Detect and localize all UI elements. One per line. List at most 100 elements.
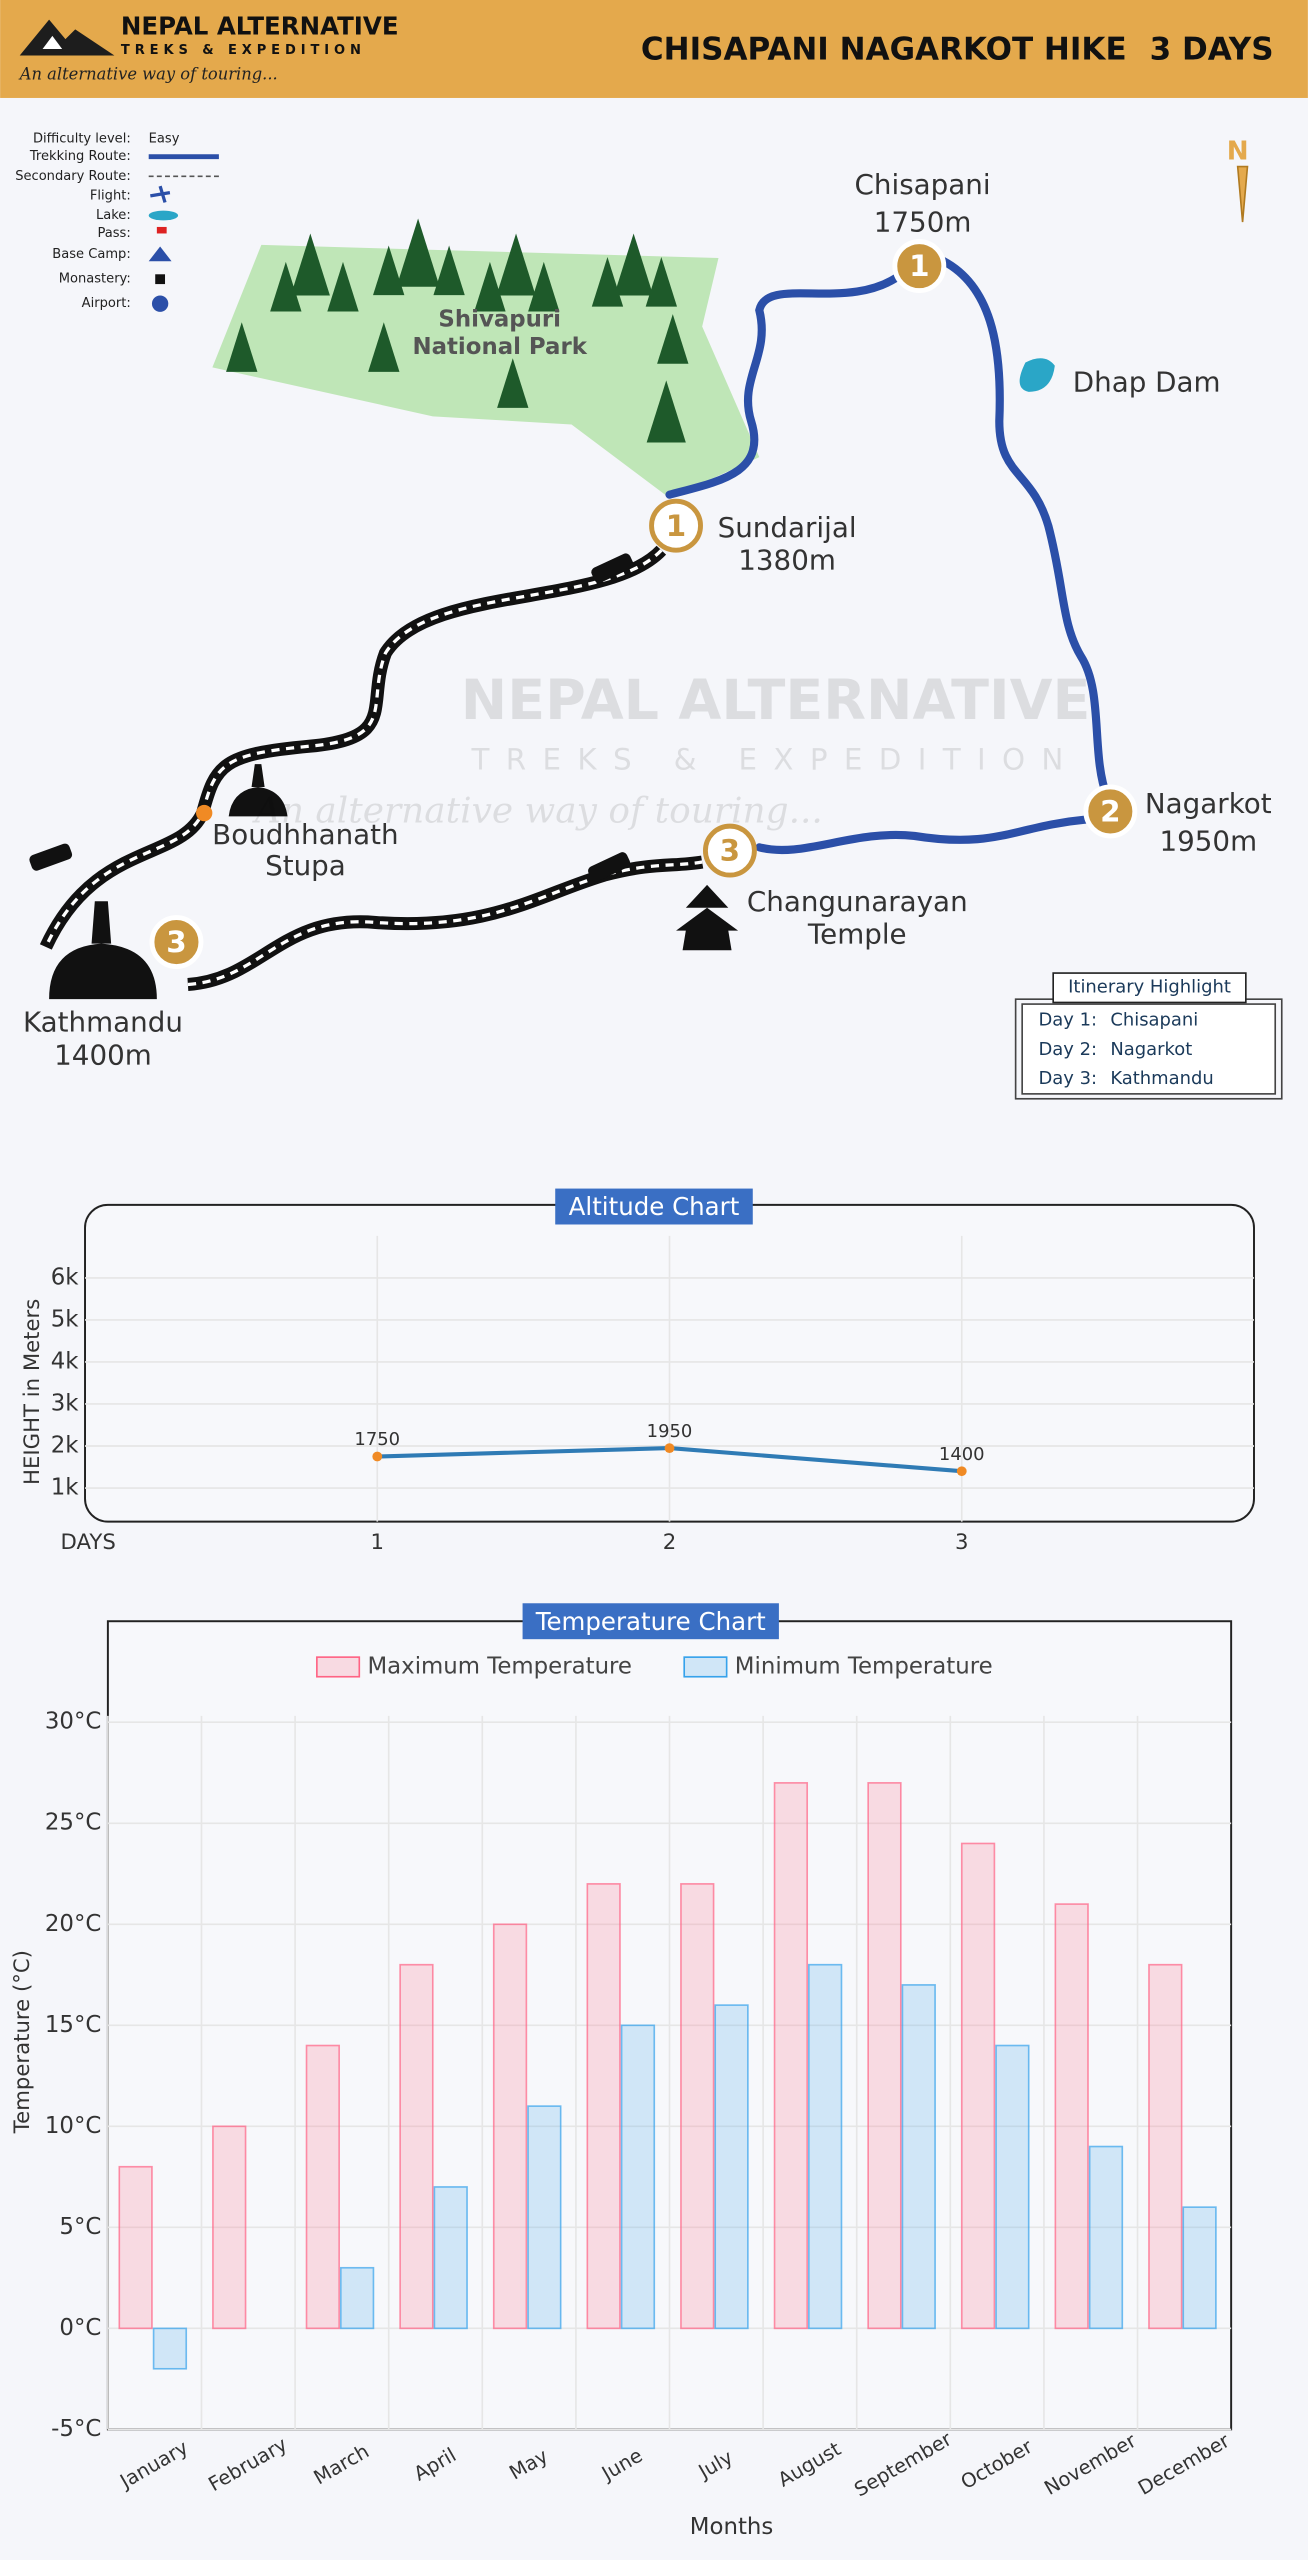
watermark-sub: TREKS & EXPEDITION — [471, 742, 1080, 776]
place-label: 1950m — [1159, 824, 1257, 857]
temperature-bar — [118, 2165, 153, 2330]
brand-name: NEPAL ALTERNATIVE — [121, 12, 399, 41]
place-label: 1750m — [874, 206, 972, 239]
tree — [591, 256, 624, 307]
trekking-route — [665, 257, 1112, 855]
y-tick-label: 5k — [51, 1306, 80, 1332]
temperature-bar — [1148, 1963, 1183, 2330]
y-tick-label: 0°C — [59, 2315, 101, 2341]
y-tick-label: -5°C — [51, 2416, 101, 2442]
place-label: Boudhhanath — [212, 818, 398, 851]
legend-monastery — [155, 274, 166, 285]
legend-label: Pass: — [97, 226, 130, 241]
legend-swatch — [683, 1656, 728, 1678]
vehicles — [29, 553, 634, 882]
tree — [497, 358, 529, 408]
itinerary-title-box — [1052, 972, 1247, 1004]
lake-label: Dhap Dam — [1073, 366, 1221, 399]
junction-dot — [196, 804, 213, 822]
tree — [496, 233, 536, 296]
y-tick-label: 15°C — [45, 2012, 101, 2038]
watermark-brand: NEPAL ALTERNATIVE — [461, 668, 1091, 733]
temperature-bar — [867, 1782, 902, 2330]
temperature-bar — [1182, 2206, 1217, 2330]
boudhanath-stupa — [228, 764, 288, 817]
legend-label: Secondary Route: — [15, 169, 131, 184]
altitude-point — [956, 1466, 967, 1477]
y-tick-label: 2k — [51, 1433, 80, 1459]
trees — [226, 218, 689, 443]
temperature-bar — [492, 1923, 528, 2330]
temperature-bar — [399, 1963, 434, 2330]
chart-title: Temperature Chart — [535, 1607, 766, 1636]
y-tick-label: 30°C — [45, 1709, 101, 1735]
y-axis-label: Temperature (°C) — [10, 1950, 35, 2134]
itinerary-day: Day 1: — [1038, 1009, 1097, 1030]
tree — [396, 218, 440, 287]
day-marker-label: 3 — [166, 925, 186, 959]
park-label: National Park — [412, 334, 587, 360]
itinerary-title: Itinerary Highlight — [1068, 977, 1231, 998]
legend-pass — [156, 226, 167, 234]
y-tick-label: 25°C — [45, 1810, 101, 1836]
jeep-icon — [588, 852, 631, 882]
x-tick-label: 2 — [663, 1530, 677, 1555]
difficulty-value: Easy — [149, 131, 180, 146]
place-label: Temple — [807, 918, 907, 951]
legend-label: Base Camp: — [52, 247, 130, 262]
itinerary-place: Kathmandu — [1110, 1068, 1213, 1089]
page-title: CHISAPANI NAGARKOT HIKE — [641, 32, 1127, 68]
altitude-point — [372, 1451, 383, 1462]
legend-label: Minimum Temperature — [735, 1653, 993, 1679]
x-tick-label: 1 — [371, 1530, 385, 1555]
value-label: 1400 — [939, 1444, 985, 1465]
park-label: Shivapuri — [438, 306, 561, 332]
x-axis-label: DAYS — [61, 1530, 116, 1555]
legend-airport — [151, 295, 169, 312]
legend-symbols — [148, 154, 219, 312]
route — [39, 257, 1112, 992]
tree — [614, 233, 654, 296]
place-label: 1380m — [738, 544, 836, 577]
road-dashes — [44, 549, 663, 948]
y-tick-label: 5°C — [59, 2214, 101, 2240]
legend-label: Monastery: — [59, 272, 131, 287]
chart-title-badge — [555, 1188, 753, 1225]
place-label: Nagarkot — [1145, 787, 1272, 820]
day-marker-label: 1 — [909, 249, 929, 283]
y-tick-label: 20°C — [45, 1911, 101, 1937]
stupa-icons — [49, 165, 1249, 1000]
temperature-bar — [1054, 1903, 1089, 2330]
temperature-bar — [714, 2004, 749, 2330]
value-label: 1950 — [647, 1421, 693, 1442]
tree — [226, 322, 258, 372]
temperature-bar — [152, 2327, 188, 2370]
jeep-icon — [591, 553, 634, 583]
x-axis-label: Months — [690, 2514, 774, 2540]
temperature-bar — [901, 1984, 936, 2330]
temperature-bar — [212, 2125, 247, 2330]
x-tick-label: 3 — [955, 1530, 969, 1555]
place-label: Chisapani — [855, 168, 991, 201]
tree — [657, 314, 689, 364]
logo-snow — [42, 35, 63, 49]
compass-arrow — [1236, 165, 1249, 223]
temperature-bar — [995, 2044, 1030, 2330]
y-tick-label: 10°C — [45, 2113, 101, 2139]
itinerary-place: Chisapani — [1110, 1009, 1198, 1030]
place-label: Sundarijal — [718, 511, 857, 544]
legend-swatch — [316, 1656, 361, 1678]
tree — [474, 261, 506, 312]
y-tick-label: 6k — [51, 1264, 80, 1290]
road-dashes — [187, 860, 703, 987]
temperature-bar — [433, 2186, 468, 2330]
y-tick-label: 1k — [51, 1475, 80, 1501]
tree — [645, 256, 678, 307]
day-marker-label: 1 — [666, 509, 686, 543]
duration: 3 DAYS — [1150, 32, 1274, 68]
itinerary-day: Day 3: — [1038, 1068, 1097, 1089]
tree — [528, 261, 560, 312]
day-marker-label: 3 — [720, 834, 740, 868]
